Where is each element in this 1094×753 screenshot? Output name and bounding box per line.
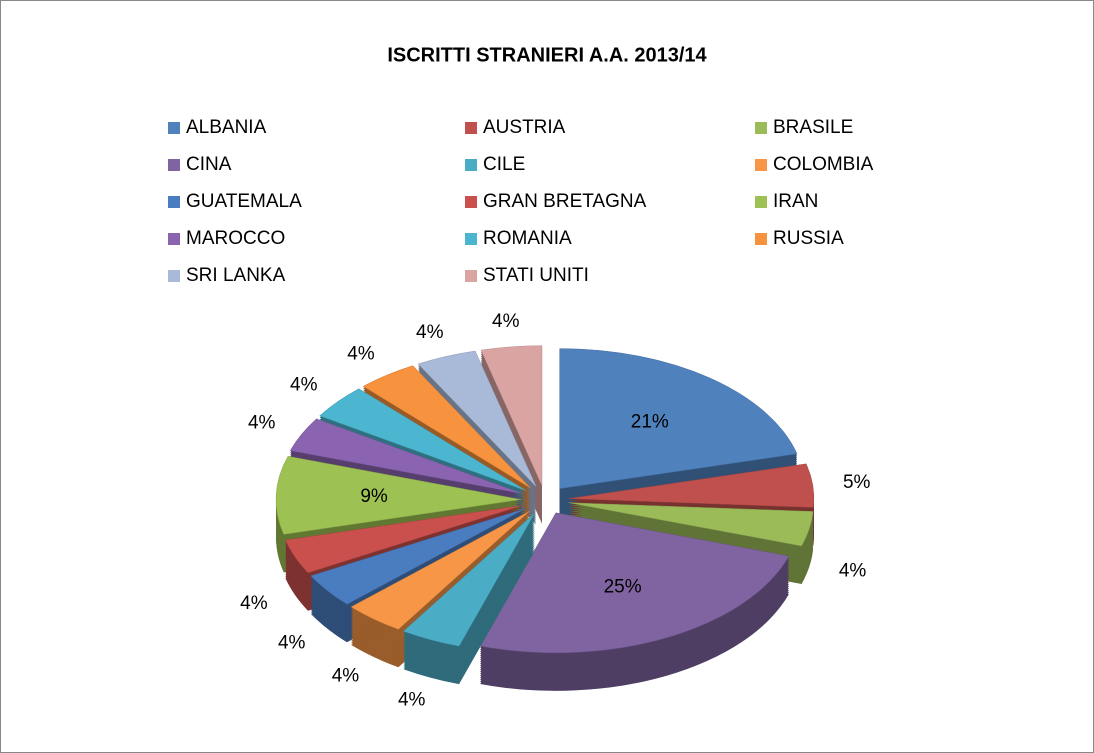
legend-swatch — [465, 233, 477, 245]
legend-swatch — [755, 159, 767, 171]
data-label: 25% — [604, 577, 642, 598]
legend-label: AUSTRIA — [483, 117, 566, 138]
legend-swatch — [465, 159, 477, 171]
data-label: 4% — [398, 690, 426, 711]
data-label: 4% — [240, 593, 268, 614]
slice-top — [559, 348, 798, 489]
slice-top — [568, 463, 815, 508]
legend-swatch — [168, 270, 180, 282]
legend-swatch — [168, 122, 180, 134]
legend-swatch — [168, 233, 180, 245]
data-label: 4% — [416, 322, 444, 343]
legend-swatch — [465, 196, 477, 208]
data-label: 4% — [290, 375, 318, 396]
legend-swatch — [168, 196, 180, 208]
legend-label: BRASILE — [773, 117, 853, 138]
pie-slice — [403, 512, 535, 685]
data-label: 4% — [248, 413, 276, 434]
data-label: 4% — [332, 665, 360, 686]
legend-label: COLOMBIA — [773, 154, 874, 175]
legend-swatch — [465, 270, 477, 282]
legend-swatch — [168, 159, 180, 171]
slice-top — [285, 505, 523, 574]
legend-label: ALBANIA — [186, 117, 267, 138]
legend-swatch — [755, 233, 767, 245]
slice-top — [319, 388, 527, 492]
legend-label: IRAN — [773, 191, 818, 212]
legend-label: GUATEMALA — [186, 191, 302, 212]
legend-label: STATI UNITI — [483, 265, 589, 286]
slice-top — [568, 502, 814, 547]
slice-top — [289, 418, 524, 495]
legend-label: RUSSIA — [773, 228, 844, 249]
data-label: 4% — [839, 561, 867, 582]
legend-label: MAROCCO — [186, 228, 285, 249]
slice-top — [350, 510, 530, 630]
data-label: 4% — [347, 344, 375, 365]
data-label: 5% — [843, 472, 871, 493]
slice-top — [275, 456, 522, 535]
data-label: 21% — [631, 411, 669, 432]
slice-top — [480, 345, 543, 486]
pie-slice — [559, 348, 798, 527]
slice-top — [417, 350, 537, 487]
chart-title: ISCRITTI STRANIERI A.A. 2013/14 — [387, 44, 707, 66]
legend-label: ROMANIA — [483, 228, 572, 249]
slice-top — [310, 508, 526, 605]
slice-top — [362, 365, 532, 489]
legend-label: CILE — [483, 154, 525, 175]
data-label: 9% — [360, 486, 388, 507]
legend-swatch — [465, 122, 477, 134]
data-label: 4% — [492, 311, 520, 332]
data-label: 4% — [278, 633, 306, 654]
pie-slice — [479, 512, 790, 691]
legend-swatch — [755, 122, 767, 134]
slice-top — [403, 512, 535, 647]
legend-label: SRI LANKA — [186, 265, 286, 286]
legend-label: CINA — [186, 154, 232, 175]
legend-label: GRAN BRETAGNA — [483, 191, 647, 212]
slice-top — [479, 512, 790, 654]
legend-swatch — [755, 196, 767, 208]
